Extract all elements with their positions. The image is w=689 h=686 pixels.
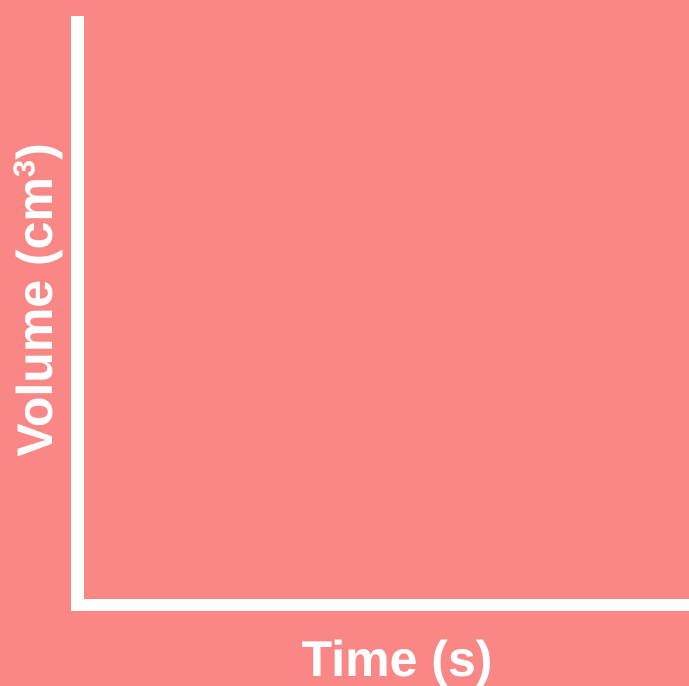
x-axis-line [71,599,689,611]
y-axis-label: Volume (cm3) [6,143,63,457]
y-axis-label-main: Volume (cm [7,177,63,457]
y-axis-label-superscript: 3 [6,159,42,178]
x-axis-label: Time (s) [301,631,493,686]
y-axis-label-close: ) [7,143,63,160]
y-axis-line [71,16,84,611]
